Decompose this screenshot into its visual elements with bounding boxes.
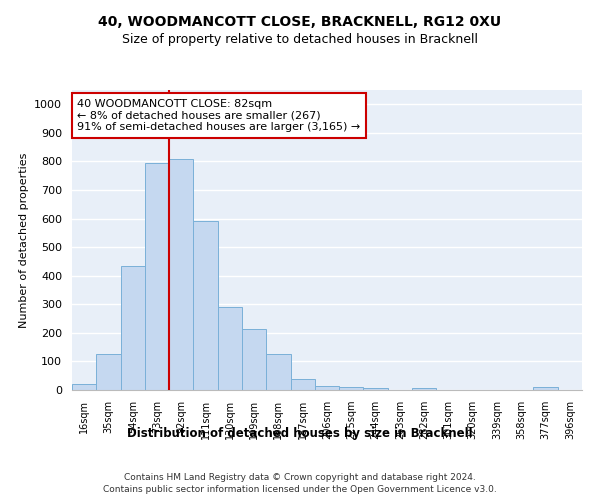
Bar (290, 378, 315, 390)
Text: 40, WOODMANCOTT CLOSE, BRACKNELL, RG12 0XU: 40, WOODMANCOTT CLOSE, BRACKNELL, RG12 0… (98, 15, 502, 29)
Bar (339, 387, 364, 390)
Bar (364, 388, 388, 390)
Bar (218, 306, 242, 390)
Text: 40 WOODMANCOTT CLOSE: 82sqm
← 8% of detached houses are smaller (267)
91% of sem: 40 WOODMANCOTT CLOSE: 82sqm ← 8% of deta… (77, 99, 361, 132)
Text: Contains public sector information licensed under the Open Government Licence v3: Contains public sector information licen… (103, 485, 497, 494)
Bar (193, 222, 218, 390)
Bar (242, 329, 266, 390)
Bar (96, 354, 121, 390)
Bar (412, 388, 436, 390)
Bar (169, 159, 193, 390)
Text: Distribution of detached houses by size in Bracknell: Distribution of detached houses by size … (127, 428, 473, 440)
Text: Size of property relative to detached houses in Bracknell: Size of property relative to detached ho… (122, 32, 478, 46)
Bar (533, 387, 558, 390)
Bar (121, 266, 145, 390)
Bar (145, 163, 169, 390)
Y-axis label: Number of detached properties: Number of detached properties (19, 152, 29, 328)
Bar (315, 386, 339, 390)
Bar (72, 384, 96, 390)
Text: Contains HM Land Registry data © Crown copyright and database right 2024.: Contains HM Land Registry data © Crown c… (124, 472, 476, 482)
Bar (266, 354, 290, 390)
